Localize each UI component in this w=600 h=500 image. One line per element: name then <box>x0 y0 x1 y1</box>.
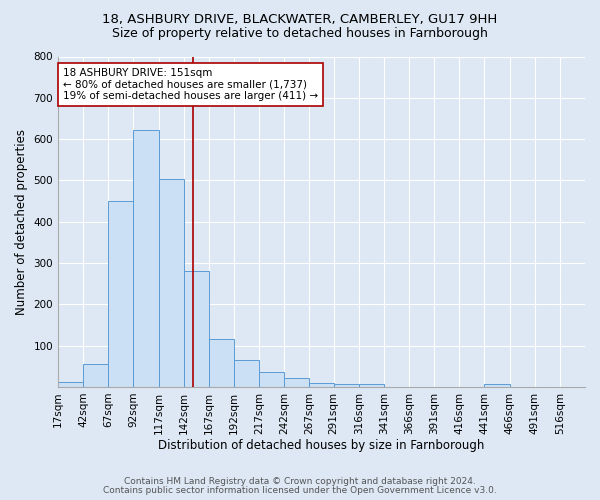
X-axis label: Distribution of detached houses by size in Farnborough: Distribution of detached houses by size … <box>158 440 485 452</box>
Bar <box>133 130 158 387</box>
Bar <box>209 340 234 387</box>
Bar <box>109 201 133 387</box>
Bar <box>158 179 184 387</box>
Text: 18 ASHBURY DRIVE: 151sqm
← 80% of detached houses are smaller (1,737)
19% of sem: 18 ASHBURY DRIVE: 151sqm ← 80% of detach… <box>63 68 318 102</box>
Text: Contains HM Land Registry data © Crown copyright and database right 2024.: Contains HM Land Registry data © Crown c… <box>124 477 476 486</box>
Bar <box>310 383 334 387</box>
Bar <box>259 372 284 387</box>
Bar <box>83 364 109 387</box>
Y-axis label: Number of detached properties: Number of detached properties <box>15 128 28 314</box>
Bar <box>184 272 209 387</box>
Bar <box>359 384 384 387</box>
Bar <box>484 384 509 387</box>
Text: 18, ASHBURY DRIVE, BLACKWATER, CAMBERLEY, GU17 9HH: 18, ASHBURY DRIVE, BLACKWATER, CAMBERLEY… <box>103 12 497 26</box>
Bar <box>334 384 359 387</box>
Text: Contains public sector information licensed under the Open Government Licence v3: Contains public sector information licen… <box>103 486 497 495</box>
Bar <box>58 382 83 387</box>
Text: Size of property relative to detached houses in Farnborough: Size of property relative to detached ho… <box>112 28 488 40</box>
Bar <box>234 360 259 387</box>
Bar <box>284 378 310 387</box>
